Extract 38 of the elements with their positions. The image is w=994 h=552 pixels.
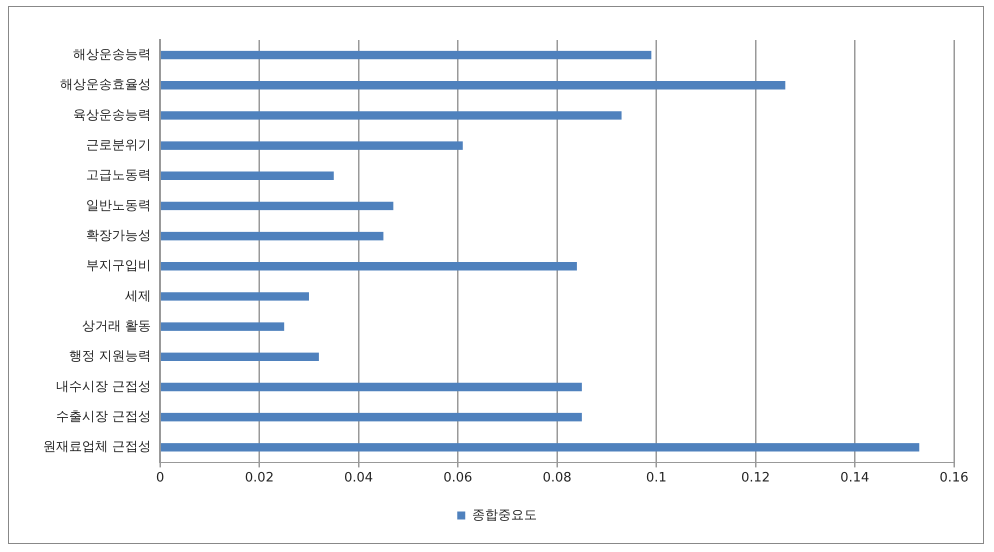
bar [160, 412, 582, 422]
bar [160, 111, 622, 120]
y-tick-label: 육상운송능력 [73, 108, 152, 123]
y-tick-label: 해상운송효율성 [60, 78, 152, 93]
bar [160, 232, 384, 240]
y-tick-label: 근로분위기 [86, 138, 152, 153]
x-tick-label: 0.16 [940, 470, 968, 486]
x-tick-label: 0.08 [542, 470, 572, 486]
x-tick-label: 0.04 [344, 470, 374, 486]
bar [160, 50, 652, 60]
y-tick-label: 수출시장 근접성 [56, 410, 152, 425]
bar [160, 322, 284, 331]
y-tick-label: 고급노동력 [86, 168, 152, 184]
y-tick-label: 부지구입비 [86, 258, 152, 274]
bar [160, 202, 394, 210]
bar [160, 443, 920, 452]
x-tick-label: 0.02 [244, 470, 274, 486]
y-tick-label: 내수시장 근접성 [56, 379, 152, 394]
bar [160, 382, 582, 392]
y-tick-label: 상거래 활동 [82, 319, 152, 334]
y-tick-label: 일반노동력 [86, 198, 152, 214]
bar [160, 262, 577, 271]
y-tick-label: 확장가능성 [86, 228, 152, 244]
x-tick-label: 0.12 [741, 470, 770, 486]
y-tick-label: 세제 [125, 288, 152, 304]
x-tick-label: 0 [156, 470, 164, 486]
y-tick-label: 행정 지원능력 [68, 349, 152, 364]
y-tick-label: 원재료업체 근접성 [42, 440, 152, 455]
bar [160, 172, 334, 180]
bar [160, 292, 309, 301]
bar [160, 81, 786, 90]
x-tick-label: 0.14 [840, 470, 870, 486]
x-tick-label: 0.1 [646, 470, 667, 486]
x-tick-label: 0.06 [443, 470, 472, 486]
y-tick-label: 해상운송능력 [73, 47, 152, 62]
bar [160, 141, 463, 150]
legend-label: 종합중요도 [472, 508, 537, 523]
bar [160, 352, 319, 362]
